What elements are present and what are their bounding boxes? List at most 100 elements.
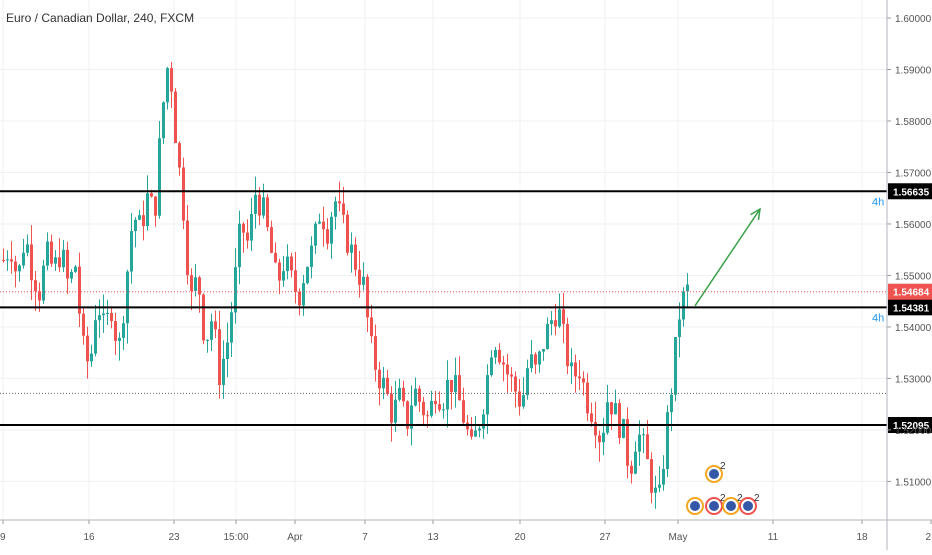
event-flag-icon: [709, 469, 719, 479]
candle-down: [502, 362, 505, 365]
candle-up: [46, 241, 49, 266]
candle-down: [438, 404, 441, 410]
candle-down: [434, 400, 437, 405]
candle-up: [18, 265, 21, 272]
candle-up: [538, 351, 541, 365]
event-badge[interactable]: 2: [705, 493, 726, 515]
candle-up: [314, 223, 317, 246]
x-tick-label: 16: [83, 532, 95, 543]
candle-up: [206, 339, 209, 341]
candle-up: [394, 399, 397, 423]
candle-down: [38, 291, 41, 301]
candle-up: [310, 245, 313, 267]
y-tick-label: 1.55000: [895, 271, 932, 282]
event-badge[interactable]: 2: [722, 493, 743, 515]
candle-down: [14, 261, 17, 272]
candle-down: [114, 321, 117, 341]
event-count: 2: [720, 461, 726, 472]
candle-up: [638, 434, 641, 452]
level-price-label: 1.54381: [893, 303, 930, 314]
candle-down: [418, 388, 421, 402]
candle-down: [322, 221, 325, 230]
candle-up: [494, 349, 497, 358]
horizontal-levels: 1.56635 1.54381 1.52095 1.54684 4h 4h: [0, 183, 932, 434]
candle-down: [298, 291, 301, 306]
candle-up: [42, 265, 45, 301]
level-price-tag: [888, 299, 932, 316]
candle-down: [78, 266, 81, 314]
candle-up: [546, 323, 549, 350]
candle-up: [6, 259, 9, 261]
candle-up: [162, 102, 165, 139]
candle-up: [102, 313, 105, 316]
candle-up: [250, 213, 253, 241]
x-tick-label: 23: [168, 532, 180, 543]
candle-down: [326, 229, 329, 244]
event-badge[interactable]: 2: [705, 461, 726, 483]
trend-arrow: [694, 207, 761, 307]
candle-up: [318, 221, 321, 224]
candle-down: [170, 68, 173, 92]
candle-down: [374, 336, 377, 370]
candle-up: [570, 362, 573, 367]
event-badge[interactable]: 2: [739, 493, 760, 515]
event-badge[interactable]: [686, 497, 704, 515]
candle-down: [218, 329, 221, 385]
candle-down: [422, 401, 425, 416]
candle-up: [634, 451, 637, 474]
candle-up: [662, 469, 665, 485]
timeframe-tag: 4h: [872, 196, 884, 208]
candle-up: [678, 319, 681, 338]
candle-up: [654, 487, 657, 493]
candle-up: [118, 337, 121, 341]
candle-up: [486, 375, 489, 415]
candle-up: [62, 249, 65, 268]
candle-down: [626, 419, 629, 466]
candle-down: [294, 270, 297, 292]
candle-up: [614, 403, 617, 415]
event-count: 2: [720, 493, 726, 504]
candle-down: [190, 275, 193, 291]
candle-down: [386, 377, 389, 394]
candle-down: [290, 256, 293, 271]
candle-up: [222, 359, 225, 385]
candle-up: [558, 309, 561, 327]
candle-down: [266, 197, 269, 228]
level-price-tag: [888, 183, 932, 200]
candle-up: [410, 405, 413, 429]
y-tick-label: 1.58000: [895, 117, 932, 128]
candle-down: [498, 349, 501, 363]
candle-down: [426, 415, 429, 417]
y-tick-label: 1.51000: [895, 477, 932, 488]
candle-up: [526, 368, 529, 396]
candle-up: [122, 323, 125, 338]
candle-down: [246, 232, 249, 241]
chart-title: Euro / Canadian Dollar, 240, FXCM: [6, 11, 194, 25]
candle-down: [586, 382, 589, 414]
candle-down: [518, 391, 521, 407]
candle-down: [458, 375, 461, 401]
candle-up: [430, 400, 433, 416]
y-tick-label: 1.54000: [895, 323, 932, 334]
candle-up: [126, 271, 129, 324]
candle-down: [10, 259, 13, 262]
candle-up: [442, 409, 445, 411]
x-tick-label: 20: [514, 532, 526, 543]
candle-down: [406, 401, 409, 429]
y-tick-label: 1.60000: [895, 14, 932, 25]
candle-down: [354, 244, 357, 270]
candle-down: [66, 249, 69, 279]
candle-down: [346, 214, 349, 253]
candle-up: [414, 388, 417, 406]
x-tick-label: 13: [427, 532, 439, 543]
x-tick-label: 11: [768, 532, 779, 543]
candle-up: [90, 353, 93, 362]
candle-up: [74, 266, 77, 272]
economic-events[interactable]: 22 2 2: [686, 461, 760, 515]
candle-down: [198, 277, 201, 295]
candle-up: [478, 428, 481, 431]
candle-up: [210, 321, 213, 340]
